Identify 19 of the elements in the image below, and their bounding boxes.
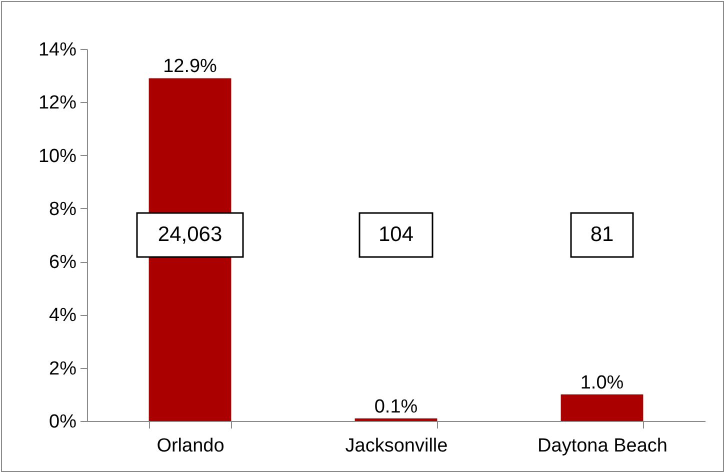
y-tick-label: 6% <box>49 252 77 274</box>
y-tick-label: 10% <box>38 146 77 167</box>
y-tick-label: 2% <box>49 358 77 380</box>
bar <box>560 394 644 421</box>
x-tick-label: Orlando <box>156 436 224 456</box>
annotation: 104 <box>378 223 414 246</box>
y-tick-label: 8% <box>49 198 77 220</box>
y-tick-label: 0% <box>49 412 77 432</box>
x-tick-label: Jacksonville <box>345 436 448 456</box>
y-tick-label: 4% <box>49 305 77 326</box>
x-tick-label: Daytona Beach <box>538 436 668 456</box>
y-tick-label: 12% <box>38 92 77 114</box>
annotation: 24,063 <box>158 223 222 246</box>
data-label: 0.1% <box>374 396 418 418</box>
data-label: 12.9% <box>163 56 218 78</box>
y-tick-label: 14% <box>38 40 77 60</box>
annotation: 81 <box>590 223 614 246</box>
bar <box>354 418 438 421</box>
data-label: 1.0% <box>580 372 624 394</box>
